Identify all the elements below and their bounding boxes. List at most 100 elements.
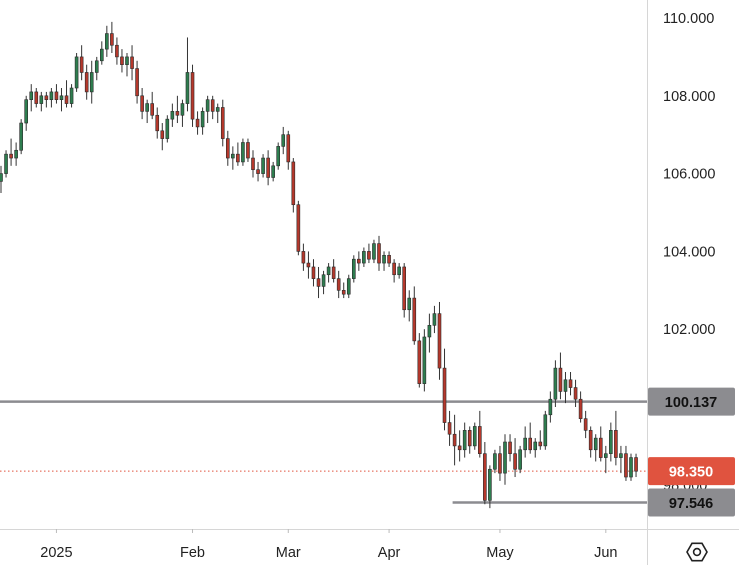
y-axis-ticks: 110.000108.000106.000104.000102.000100.0… — [663, 11, 715, 494]
candle — [110, 21, 114, 54]
candle-body — [583, 418, 588, 431]
candle-body — [306, 262, 311, 268]
candle — [9, 138, 13, 166]
candle — [19, 119, 23, 155]
candle — [24, 95, 29, 131]
x-tick-label: May — [486, 545, 514, 561]
x-tick-label: Apr — [378, 545, 401, 561]
candle — [452, 414, 457, 466]
candle-body — [185, 72, 190, 104]
candle-body — [392, 262, 396, 276]
candle — [437, 301, 442, 380]
candle-body — [210, 99, 215, 112]
candle — [185, 37, 190, 112]
candle — [624, 445, 628, 481]
candle-body — [568, 379, 573, 388]
candle — [316, 266, 321, 299]
candle-body — [165, 118, 170, 139]
candle-body — [34, 91, 39, 104]
candle-body — [417, 340, 422, 384]
candle — [593, 434, 598, 462]
candle — [341, 282, 346, 299]
candle-body — [291, 161, 296, 206]
candle — [578, 391, 583, 423]
candle — [301, 243, 306, 271]
candle — [276, 142, 281, 170]
candle — [523, 426, 527, 458]
candle — [105, 25, 109, 57]
candle-body — [462, 430, 467, 451]
candle — [286, 130, 291, 170]
candle — [231, 146, 235, 170]
y-tick-label: 106.000 — [663, 167, 715, 183]
x-tick-label: 2025 — [40, 545, 72, 561]
candle — [155, 107, 160, 139]
candle-body — [397, 266, 401, 276]
candle-body — [563, 379, 568, 392]
candle — [477, 410, 482, 458]
candle — [543, 410, 548, 450]
candle — [362, 247, 366, 267]
candle — [34, 88, 39, 108]
candle-body — [271, 165, 275, 178]
candle-body — [226, 138, 230, 159]
candle-body — [160, 130, 165, 139]
candle — [442, 348, 447, 431]
candle — [331, 259, 336, 283]
candle-body — [150, 103, 154, 116]
candle-body — [130, 56, 134, 69]
candle — [74, 53, 79, 92]
candle — [215, 103, 220, 124]
candle — [115, 37, 119, 65]
candle-body — [256, 169, 260, 174]
candle-body — [241, 142, 245, 163]
candle — [412, 286, 417, 345]
candle-body — [483, 453, 487, 501]
candle — [44, 91, 49, 108]
y-tick-label: 108.000 — [663, 89, 715, 105]
candle — [195, 111, 200, 135]
candle — [311, 259, 316, 287]
candle-body — [180, 103, 185, 116]
candle — [140, 88, 144, 120]
candle — [251, 150, 255, 178]
candle — [150, 91, 154, 120]
candle-body — [477, 426, 482, 454]
candle — [568, 371, 573, 396]
candle-body — [205, 99, 210, 112]
candle — [407, 290, 412, 322]
last-price-tag: 98.350 — [648, 457, 735, 486]
candle — [210, 95, 215, 120]
candle — [236, 142, 240, 166]
candle — [296, 200, 301, 256]
price-tags: 100.137 98.350 97.546 — [648, 387, 735, 517]
candle-body — [362, 251, 366, 264]
candle — [256, 161, 260, 182]
candle — [59, 88, 64, 112]
candle — [609, 422, 613, 462]
candle — [422, 329, 427, 392]
candle — [170, 103, 175, 127]
candle — [241, 138, 245, 166]
y-tick-label: 110.000 — [663, 11, 714, 27]
candle-body — [634, 457, 638, 472]
candle-body — [190, 72, 195, 120]
candle-body — [412, 297, 417, 342]
candle-body — [301, 251, 306, 264]
candle-body — [84, 72, 89, 93]
candle — [503, 434, 507, 485]
candle-body — [437, 313, 442, 369]
settings-icon[interactable] — [686, 542, 708, 562]
candle-body — [598, 437, 603, 458]
candle-body — [402, 266, 407, 311]
candle-body — [195, 118, 200, 128]
candle-body — [9, 153, 13, 159]
candle — [603, 445, 608, 474]
candle-body — [220, 107, 225, 139]
candle — [513, 438, 517, 478]
candle — [160, 123, 165, 151]
candle — [165, 115, 170, 143]
candle — [457, 430, 462, 462]
